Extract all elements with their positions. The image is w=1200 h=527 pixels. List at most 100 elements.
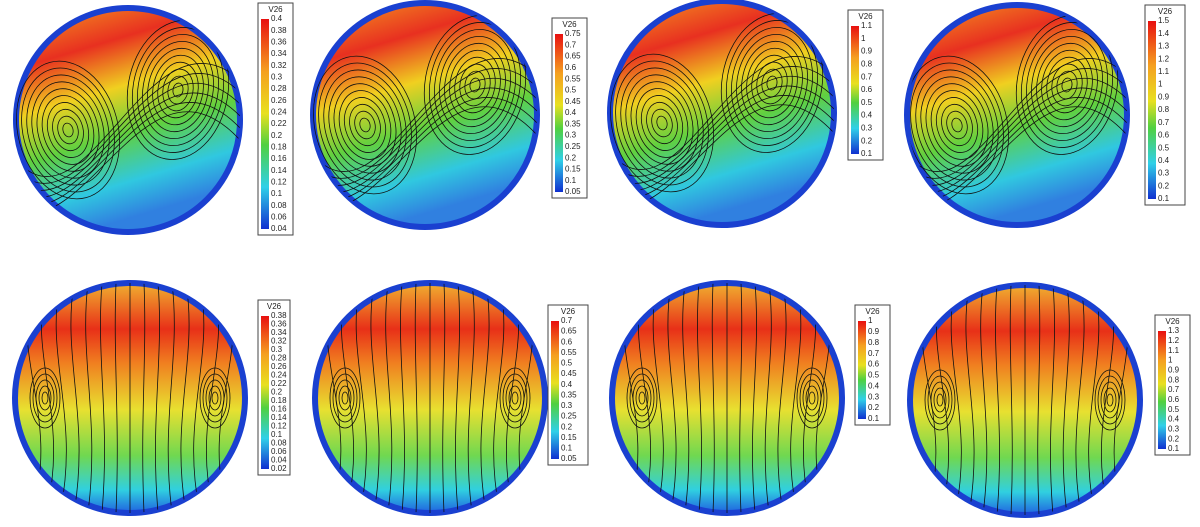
colorbar-tick-label: 0.22 bbox=[271, 379, 287, 388]
colorbar-tick-label: 0.3 bbox=[561, 401, 573, 410]
streamline bbox=[651, 108, 673, 138]
streamline bbox=[1026, 29, 1108, 141]
streamline bbox=[442, 283, 446, 513]
colorbar-tick-label: 0.35 bbox=[561, 390, 577, 399]
streamline bbox=[332, 373, 358, 423]
colorbar-tick-label: 0.4 bbox=[868, 381, 880, 390]
streamline bbox=[1051, 63, 1083, 107]
colorbar-strip bbox=[555, 34, 563, 192]
streamline bbox=[142, 283, 146, 513]
streamline bbox=[632, 379, 652, 417]
colorbar-tick-label: 1.3 bbox=[1168, 326, 1180, 335]
colorbar-tick-label: 0.6 bbox=[1168, 395, 1180, 404]
streamline bbox=[1075, 285, 1085, 515]
colorbar-title: V26 bbox=[561, 307, 576, 316]
colorbar-tick-label: 0.1 bbox=[1158, 194, 1170, 203]
streamline bbox=[646, 101, 678, 145]
colorbar-tick-label: 0.6 bbox=[861, 85, 873, 94]
streamline bbox=[796, 367, 828, 429]
streamline bbox=[610, 66, 834, 177]
streamline bbox=[1094, 369, 1126, 431]
streamline bbox=[355, 283, 367, 513]
streamline bbox=[935, 97, 979, 153]
streamline bbox=[930, 381, 950, 419]
colorbar-tick-label: 0.04 bbox=[271, 224, 287, 233]
colorbar-tick-label: 0.4 bbox=[1168, 415, 1180, 424]
colorbar-tick-label: 1.4 bbox=[1158, 29, 1170, 38]
streamline bbox=[349, 103, 381, 147]
streamline bbox=[629, 373, 655, 423]
streamline bbox=[1050, 285, 1055, 515]
streamline bbox=[162, 68, 194, 112]
streamline bbox=[199, 367, 231, 429]
colorbar-tick-label: 0.8 bbox=[861, 60, 873, 69]
colorbar-tick-label: 0.32 bbox=[271, 61, 287, 70]
streamline bbox=[46, 102, 90, 158]
colorbar-tick-label: 0.6 bbox=[565, 63, 577, 72]
streamline bbox=[70, 283, 80, 513]
colorbar-tick-label: 1.5 bbox=[1158, 16, 1170, 25]
colorbar-tick-label: 0.3 bbox=[868, 392, 880, 401]
streamline bbox=[439, 35, 511, 135]
streamline bbox=[193, 283, 205, 513]
colorbar-tick-label: 0.24 bbox=[271, 371, 287, 380]
colorbar-tick-label: 0.25 bbox=[561, 412, 577, 421]
streamline bbox=[1062, 285, 1070, 515]
streamline bbox=[965, 285, 975, 515]
streamline bbox=[131, 27, 225, 153]
contour-field bbox=[310, 0, 540, 230]
streamline bbox=[21, 67, 115, 193]
colorbar-tick-label: 1.3 bbox=[1158, 42, 1170, 51]
streamline bbox=[802, 379, 822, 417]
colorbar-tick-label: 0.24 bbox=[271, 107, 287, 116]
streamlines bbox=[313, 15, 537, 209]
streamline bbox=[915, 69, 999, 181]
streamline bbox=[620, 67, 704, 179]
colorbar-title: V26 bbox=[267, 302, 282, 311]
streamline bbox=[499, 367, 531, 429]
streamline bbox=[697, 283, 702, 513]
colorbar-strip bbox=[261, 19, 269, 229]
streamline bbox=[640, 95, 684, 151]
colorbar-title: V26 bbox=[268, 5, 283, 14]
streamline bbox=[180, 283, 190, 513]
colorbar-tick-label: 0.9 bbox=[1168, 365, 1180, 374]
colorbar-tick-label: 0.5 bbox=[561, 359, 573, 368]
streamline bbox=[1088, 285, 1100, 515]
streamline bbox=[927, 375, 953, 425]
colorbar-tick-label: 0.2 bbox=[271, 388, 283, 397]
streamline bbox=[323, 69, 407, 181]
streamline bbox=[1061, 77, 1073, 93]
streamline bbox=[335, 379, 355, 417]
colorbar-tick-label: 0.2 bbox=[565, 153, 577, 162]
colorbar-tick-label: 0.6 bbox=[561, 337, 573, 346]
colorbar-tick-label: 0.7 bbox=[1168, 385, 1180, 394]
streamline bbox=[36, 88, 100, 172]
colorbar-strip bbox=[551, 321, 559, 459]
colorbar-tick-label: 0.5 bbox=[1158, 143, 1170, 152]
streamline bbox=[354, 110, 376, 140]
streamline bbox=[615, 60, 709, 186]
colorbar-tick-label: 0.4 bbox=[1158, 156, 1170, 165]
colorbar-tick-label: 0.34 bbox=[271, 49, 287, 58]
streamline bbox=[626, 367, 658, 429]
colorbar-tick-label: 0.25 bbox=[565, 142, 581, 151]
colorbar-tick-label: 0.2 bbox=[861, 136, 873, 145]
colorbar-tick-label: 0.2 bbox=[868, 403, 880, 412]
streamline bbox=[1106, 393, 1114, 407]
colorbar-tick-label: 0.36 bbox=[271, 37, 287, 46]
colorbar: V260.70.650.60.550.50.450.40.350.30.250.… bbox=[547, 304, 589, 466]
colorbar-tick-label: 0.06 bbox=[271, 212, 287, 221]
colorbar-tick-label: 0.15 bbox=[561, 433, 577, 442]
contour-panel bbox=[609, 280, 845, 516]
colorbar-tick-label: 0.1 bbox=[868, 414, 880, 423]
colorbar-tick-label: 0.3 bbox=[271, 72, 283, 81]
streamline bbox=[400, 283, 405, 513]
streamline bbox=[511, 391, 519, 405]
streamline bbox=[469, 77, 481, 93]
colorbar-tick-label: 0.28 bbox=[271, 354, 287, 363]
colorbar-tick-label: 0.14 bbox=[271, 413, 287, 422]
